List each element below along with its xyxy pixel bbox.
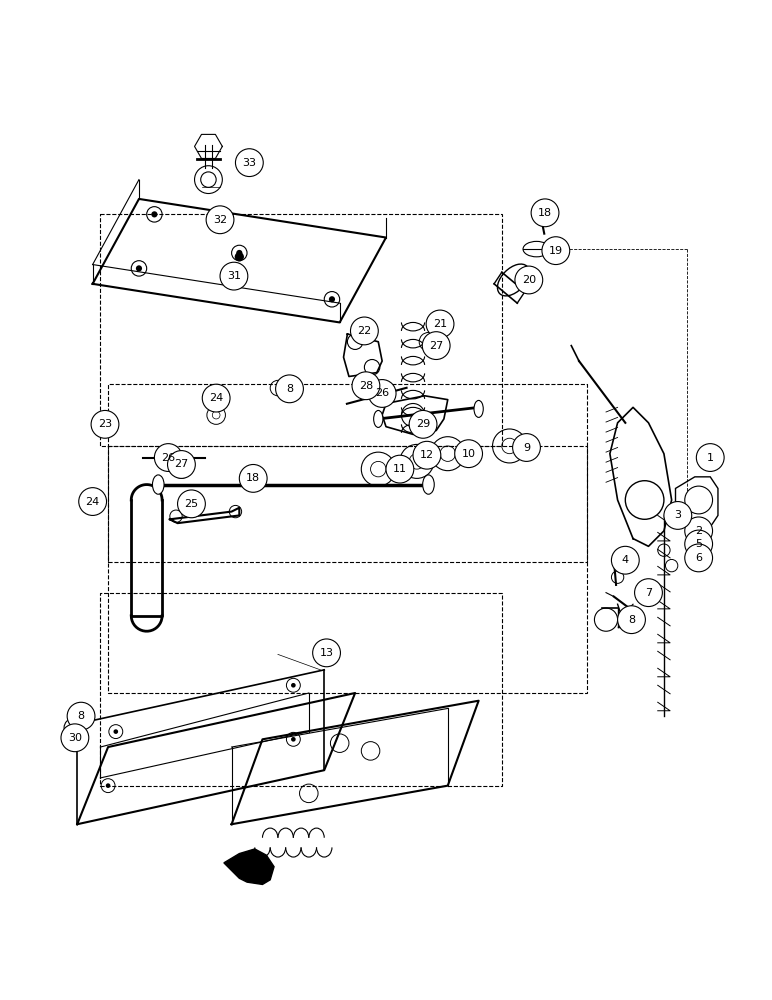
Circle shape <box>329 296 335 302</box>
Bar <box>100 214 502 446</box>
Text: 21: 21 <box>433 319 447 329</box>
Text: 28: 28 <box>359 381 373 391</box>
Text: 11: 11 <box>393 464 407 474</box>
Text: 4: 4 <box>621 555 629 565</box>
Circle shape <box>236 250 242 256</box>
Text: 8: 8 <box>77 711 85 721</box>
Circle shape <box>685 544 713 572</box>
Circle shape <box>291 737 296 742</box>
Text: 29: 29 <box>416 419 430 429</box>
Text: 23: 23 <box>98 419 112 429</box>
Circle shape <box>136 265 142 271</box>
Text: 31: 31 <box>227 271 241 281</box>
Circle shape <box>206 206 234 234</box>
Circle shape <box>611 546 639 574</box>
Circle shape <box>178 490 205 518</box>
Bar <box>108 446 587 693</box>
Ellipse shape <box>423 475 434 494</box>
Circle shape <box>531 199 559 227</box>
Circle shape <box>618 606 645 634</box>
Text: 24: 24 <box>209 393 223 403</box>
Circle shape <box>113 729 118 734</box>
Circle shape <box>154 444 182 471</box>
Circle shape <box>426 310 454 338</box>
Ellipse shape <box>474 400 483 417</box>
Circle shape <box>413 441 441 469</box>
Circle shape <box>79 488 107 515</box>
Text: 19: 19 <box>549 246 563 256</box>
Polygon shape <box>224 849 274 884</box>
Text: 1: 1 <box>706 453 714 463</box>
Circle shape <box>235 149 263 177</box>
Circle shape <box>368 380 396 407</box>
Circle shape <box>151 211 157 217</box>
Text: 10: 10 <box>462 449 476 459</box>
Circle shape <box>685 530 713 558</box>
Circle shape <box>455 440 482 468</box>
Circle shape <box>542 237 570 265</box>
Circle shape <box>61 724 89 752</box>
Ellipse shape <box>152 475 164 494</box>
Text: 7: 7 <box>645 588 652 598</box>
Text: 5: 5 <box>695 539 703 549</box>
Text: 25: 25 <box>185 499 198 509</box>
Text: 24: 24 <box>86 497 100 507</box>
Text: 6: 6 <box>695 553 703 563</box>
Circle shape <box>350 317 378 345</box>
Text: 8: 8 <box>628 615 635 625</box>
Circle shape <box>352 372 380 400</box>
Text: 12: 12 <box>420 450 434 460</box>
Circle shape <box>276 375 303 403</box>
Circle shape <box>386 455 414 483</box>
Text: 20: 20 <box>522 275 536 285</box>
Circle shape <box>91 410 119 438</box>
Text: 13: 13 <box>320 648 334 658</box>
Circle shape <box>313 639 340 667</box>
Text: 8: 8 <box>286 384 293 394</box>
Text: 22: 22 <box>357 326 371 336</box>
Text: 3: 3 <box>674 510 682 520</box>
Circle shape <box>291 683 296 688</box>
Text: 32: 32 <box>213 215 227 225</box>
Circle shape <box>235 252 244 261</box>
Circle shape <box>220 262 248 290</box>
Circle shape <box>696 444 724 471</box>
Ellipse shape <box>374 410 383 427</box>
Text: 18: 18 <box>538 208 552 218</box>
Text: 9: 9 <box>523 443 530 453</box>
Circle shape <box>515 266 543 294</box>
Text: 27: 27 <box>174 459 188 469</box>
Circle shape <box>168 451 195 478</box>
Text: 33: 33 <box>242 158 256 168</box>
Circle shape <box>422 332 450 359</box>
Text: 2: 2 <box>695 526 703 536</box>
Text: 26: 26 <box>375 388 389 398</box>
Circle shape <box>664 502 692 529</box>
Text: 27: 27 <box>429 341 443 351</box>
Circle shape <box>67 702 95 730</box>
Circle shape <box>513 434 540 461</box>
Text: 30: 30 <box>68 733 82 743</box>
Circle shape <box>202 384 230 412</box>
Circle shape <box>409 410 437 438</box>
Text: 18: 18 <box>246 473 260 483</box>
Circle shape <box>239 464 267 492</box>
Circle shape <box>685 517 713 545</box>
Circle shape <box>635 579 662 607</box>
Circle shape <box>106 783 110 788</box>
Text: 26: 26 <box>161 453 175 463</box>
